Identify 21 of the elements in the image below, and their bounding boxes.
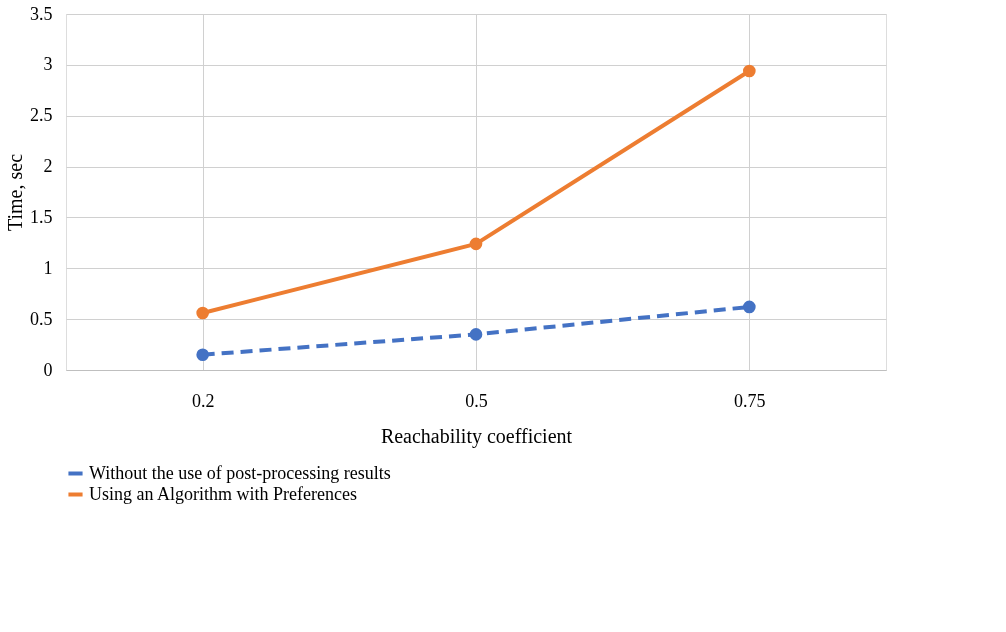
legend-label: Without the use of post-processing results [89,462,391,483]
point [196,348,209,362]
y-tick-label: 0.5 [30,308,53,329]
point [469,328,483,341]
point [469,237,483,251]
y-axis-title: Time, sec [4,153,26,232]
y-tick-label: 1.5 [30,206,53,227]
point [743,64,756,78]
y-tick-label: 3 [43,54,53,75]
point [196,306,209,320]
y-tick-label: 3.5 [30,3,53,24]
x-tick-label: 0.2 [191,390,215,411]
point [743,300,756,314]
x-tick-label: 0.75 [734,390,766,411]
y-tick-label: 1 [43,257,53,278]
legend-label: Using an Algorithm with Preferences [89,483,357,504]
y-tick-label: 2.5 [30,105,53,126]
y-tick-label: 0 [43,359,53,380]
y-tick-label: 2 [43,156,53,177]
x-axis-title: Reachability coefficient [380,424,573,448]
x-tick-label: 0.5 [465,390,488,411]
